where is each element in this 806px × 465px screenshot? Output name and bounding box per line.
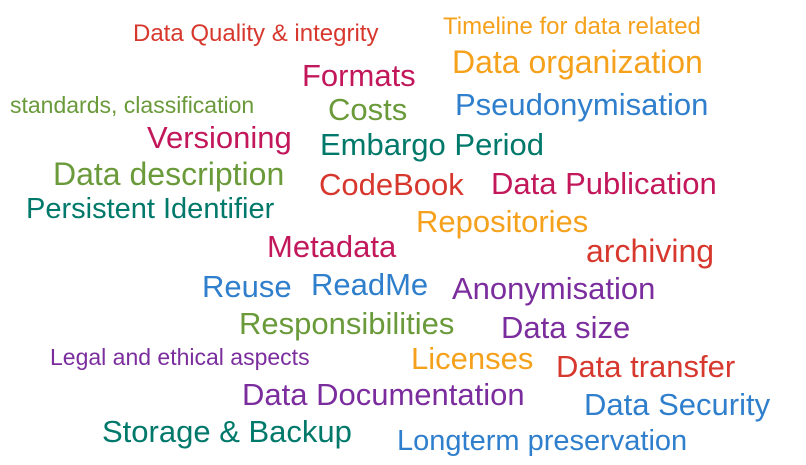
- word-standards: standards, classification: [10, 92, 255, 118]
- word-data-description: Data description: [53, 156, 285, 192]
- word-reuse: Reuse: [202, 269, 292, 304]
- word-metadata: Metadata: [267, 229, 397, 264]
- word-repositories: Repositories: [416, 204, 589, 239]
- word-pseudonymisation: Pseudonymisation: [455, 87, 709, 122]
- word-costs: Costs: [328, 92, 408, 127]
- word-anonymisation: Anonymisation: [452, 271, 656, 306]
- word-responsibilities: Responsibilities: [239, 306, 455, 341]
- word-data-publication: Data Publication: [491, 166, 717, 201]
- word-formats: Formats: [302, 58, 416, 93]
- word-readme: ReadMe: [311, 267, 429, 302]
- word-timeline: Timeline for data related: [443, 13, 701, 40]
- word-storage-backup: Storage & Backup: [102, 414, 352, 449]
- word-embargo-period: Embargo Period: [320, 127, 545, 162]
- word-licenses: Licenses: [411, 341, 534, 376]
- word-data-size: Data size: [501, 310, 631, 345]
- word-codebook: CodeBook: [319, 167, 464, 202]
- word-data-transfer: Data transfer: [556, 349, 736, 384]
- word-archiving: archiving: [586, 233, 715, 269]
- word-data-quality: Data Quality & integrity: [133, 20, 379, 47]
- word-data-documentation: Data Documentation: [242, 377, 525, 412]
- word-legal-ethical: Legal and ethical aspects: [50, 344, 310, 370]
- word-longterm-preservation: Longterm preservation: [397, 425, 688, 457]
- word-data-organization: Data organization: [452, 44, 703, 80]
- word-persistent-identifier: Persistent Identifier: [26, 193, 275, 225]
- word-data-security: Data Security: [584, 387, 771, 422]
- word-versioning: Versioning: [147, 120, 292, 155]
